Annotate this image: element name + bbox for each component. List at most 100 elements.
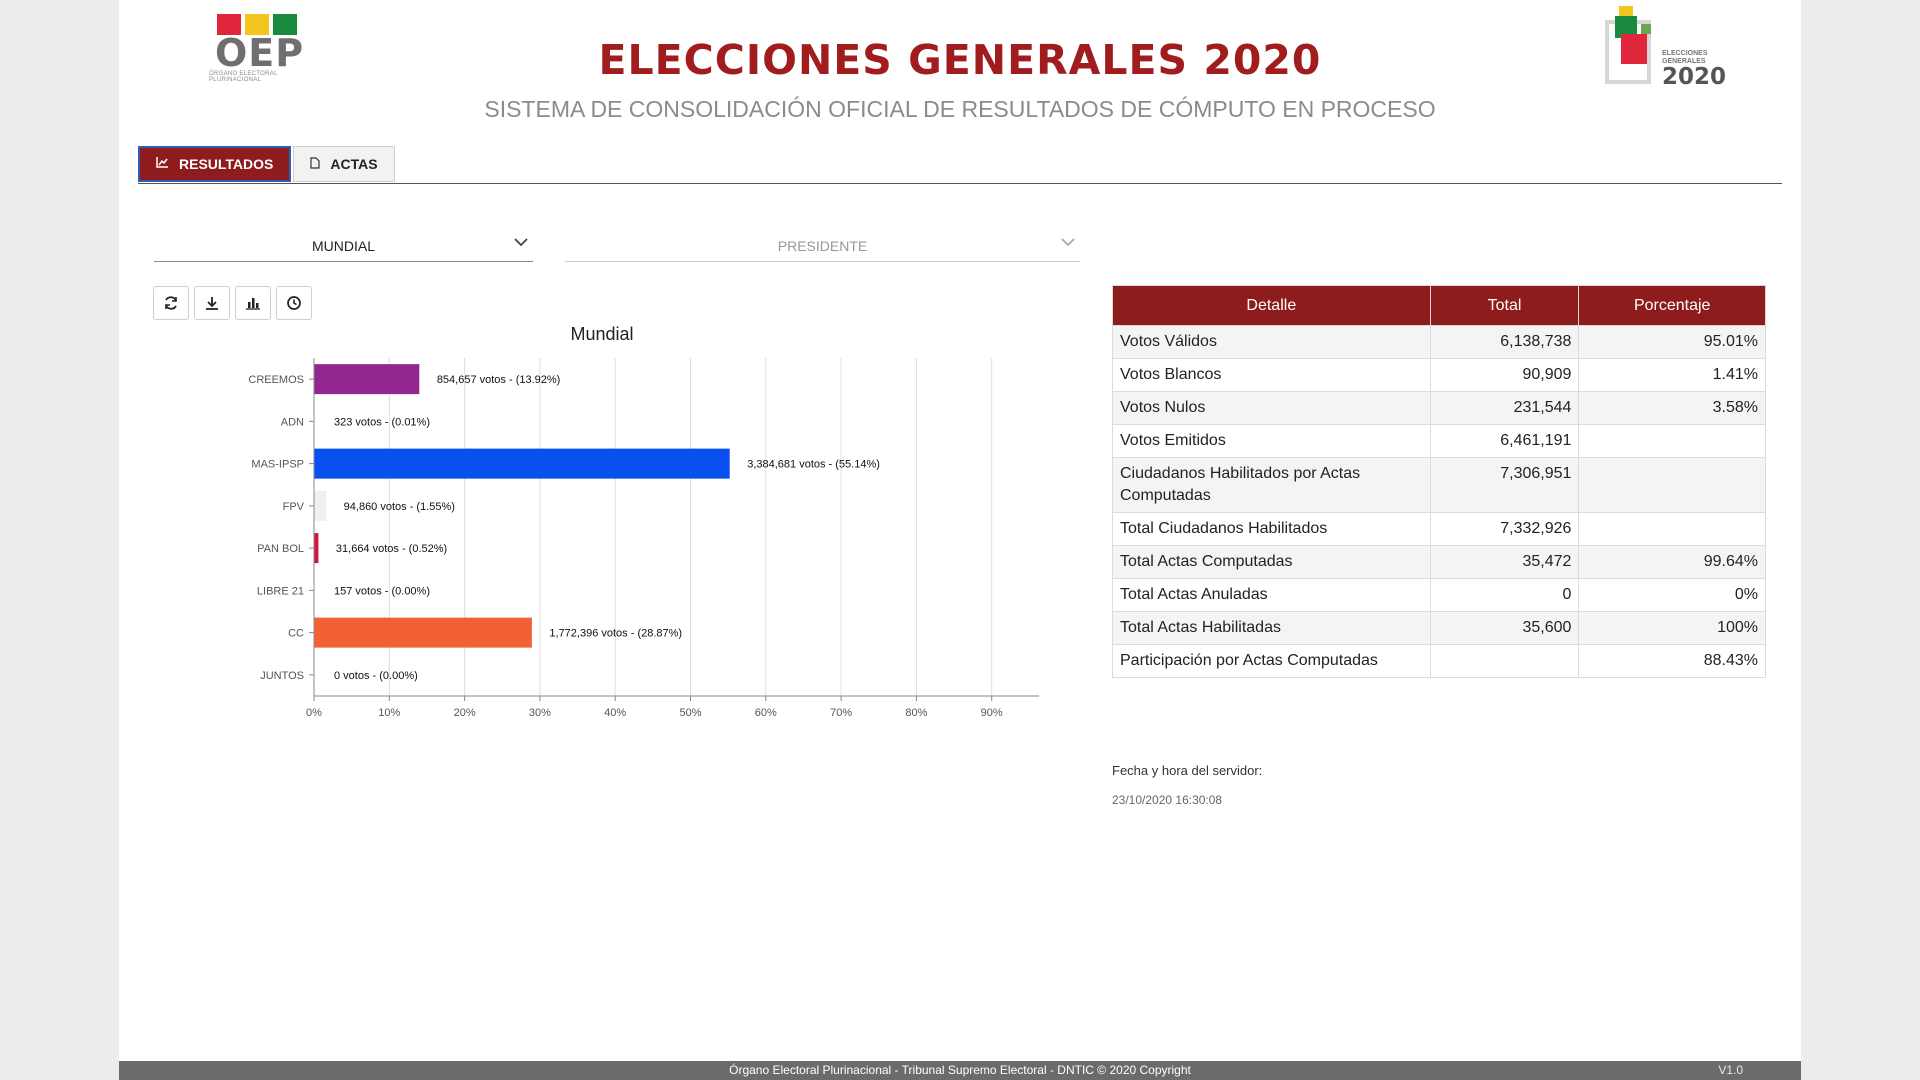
table-row: Total Ciudadanos Habilitados 7,332,926 xyxy=(1112,512,1766,546)
server-time-value: 23/10/2020 16:30:08 xyxy=(1112,793,1223,807)
chart-line-icon xyxy=(156,157,169,171)
cell-total: 7,332,926 xyxy=(1429,512,1580,546)
cell-porcentaje: 100% xyxy=(1578,611,1766,645)
cell-porcentaje xyxy=(1578,512,1766,546)
logo-label: ELECCIONES GENERALES xyxy=(1662,50,1708,65)
chart-title: Mundial xyxy=(570,324,633,344)
table-row: Votos Válidos 6,138,738 95.01% xyxy=(1112,325,1766,359)
scope-select[interactable]: MUNDIAL xyxy=(154,228,533,262)
category-label: LIBRE 21 xyxy=(257,585,304,597)
data-label: 3,384,681 votos - (55.14%) xyxy=(747,459,880,471)
x-tick-label: 50% xyxy=(679,707,701,719)
cell-total: 7,306,951 xyxy=(1429,457,1580,513)
tab-actas-label: ACTAS xyxy=(330,156,378,172)
tab-actas[interactable]: ACTAS xyxy=(293,146,395,182)
page-subtitle: SISTEMA DE CONSOLIDACIÓN OFICIAL DE RESU… xyxy=(484,96,1436,122)
header-detalle: Detalle xyxy=(1112,285,1431,326)
download-icon xyxy=(206,297,218,310)
data-label: 157 votos - (0.00%) xyxy=(334,585,430,597)
category-label: ADN xyxy=(281,416,304,428)
cell-detalle: Participación por Actas Computadas xyxy=(1112,644,1431,678)
results-table: Detalle Total Porcentaje Votos Válidos 6,… xyxy=(1112,285,1766,678)
category-label: FPV xyxy=(283,501,305,513)
data-label: 31,664 votos - (0.52%) xyxy=(336,543,447,555)
table-row: Total Actas Habilitadas 35,600 100% xyxy=(1112,611,1766,645)
data-label: 94,860 votos - (1.55%) xyxy=(344,501,455,513)
x-tick-label: 30% xyxy=(529,707,551,719)
data-label: 323 votos - (0.01%) xyxy=(334,416,430,428)
table-row: Votos Nulos 231,544 3.58% xyxy=(1112,391,1766,425)
clock-icon xyxy=(287,296,301,310)
cell-porcentaje: 88.43% xyxy=(1578,644,1766,678)
header-total: Total xyxy=(1429,285,1580,326)
category-label: PAN BOL xyxy=(257,543,304,555)
tab-resultados-label: RESULTADOS xyxy=(179,156,274,172)
cell-total xyxy=(1429,644,1580,678)
tab-bar: RESULTADOS ACTAS xyxy=(138,146,395,182)
cell-detalle: Total Ciudadanos Habilitados xyxy=(1112,512,1431,546)
footer: Órgano Electoral Plurinacional - Tribuna… xyxy=(119,1061,1801,1080)
tab-divider xyxy=(138,183,1782,184)
cell-porcentaje: 3.58% xyxy=(1578,391,1766,425)
cell-total: 6,461,191 xyxy=(1429,424,1580,458)
x-tick-label: 70% xyxy=(830,707,852,719)
footer-copyright: © 2020 Copyright xyxy=(1097,1063,1191,1077)
x-tick-label: 20% xyxy=(454,707,476,719)
logo-subtext: ÓRGANO ELECTORAL PLURINACIONAL xyxy=(209,71,278,83)
history-button[interactable] xyxy=(276,286,312,320)
cell-detalle: Votos Válidos xyxy=(1112,325,1431,359)
tab-resultados[interactable]: RESULTADOS xyxy=(138,146,292,182)
cell-porcentaje: 95.01% xyxy=(1578,325,1766,359)
bar-pan-bol[interactable] xyxy=(314,533,319,564)
x-tick-label: 10% xyxy=(378,707,400,719)
oep-logo: OEP ÓRGANO ELECTORAL PLURINACIONAL xyxy=(205,14,325,92)
refresh-button[interactable] xyxy=(153,286,189,320)
chevron-down-icon xyxy=(1060,230,1076,260)
data-label: 0 votos - (0.00%) xyxy=(334,670,418,682)
x-tick-label: 80% xyxy=(905,707,927,719)
position-select[interactable]: PRESIDENTE xyxy=(565,228,1080,262)
cell-porcentaje xyxy=(1578,424,1766,458)
cell-total: 90,909 xyxy=(1429,358,1580,392)
category-label: MAS-IPSP xyxy=(251,459,304,471)
document-icon xyxy=(310,156,320,172)
cell-detalle: Votos Emitidos xyxy=(1112,424,1431,458)
x-tick-label: 90% xyxy=(981,707,1003,719)
cell-porcentaje xyxy=(1578,457,1766,513)
scope-select-value: MUNDIAL xyxy=(311,238,375,254)
x-tick-label: 0% xyxy=(306,707,322,719)
x-tick-label: 40% xyxy=(604,707,626,719)
bar-chart-icon xyxy=(246,298,260,310)
table-row: Votos Emitidos 6,461,191 xyxy=(1112,424,1766,458)
download-button[interactable] xyxy=(194,286,230,320)
logo-text: OEP xyxy=(215,31,305,75)
page: OEP ÓRGANO ELECTORAL PLURINACIONAL ELECC… xyxy=(119,0,1801,1080)
elecciones-logo: ELECCIONES GENERALES 2020 xyxy=(1605,6,1735,90)
table-header-row: Detalle Total Porcentaje xyxy=(1112,285,1766,326)
results-chart: Mundial CREEMOS 854,657 votos - (13.92%) A… xyxy=(248,324,1039,719)
page-title: ELECCIONES GENERALES 2020 xyxy=(598,36,1322,84)
chart-toolbar xyxy=(153,286,312,320)
header-porcentaje: Porcentaje xyxy=(1578,285,1766,326)
category-label: CC xyxy=(288,628,304,640)
cell-total: 35,472 xyxy=(1429,545,1580,579)
cell-detalle: Total Actas Computadas xyxy=(1112,545,1431,579)
footer-text: Órgano Electoral Plurinacional - Tribuna… xyxy=(729,1063,1094,1077)
x-tick-label: 60% xyxy=(755,707,777,719)
cell-detalle: Ciudadanos Habilitados por Actas Computa… xyxy=(1112,457,1431,513)
bar-cc[interactable] xyxy=(314,617,532,648)
cell-total: 0 xyxy=(1429,578,1580,612)
table-row: Participación por Actas Computadas 88.43% xyxy=(1112,644,1766,678)
cell-total: 6,138,738 xyxy=(1429,325,1580,359)
bar-mas-ipsp[interactable] xyxy=(314,448,730,479)
bar-fpv[interactable] xyxy=(314,490,327,521)
chevron-down-icon xyxy=(513,230,529,260)
cell-porcentaje: 0% xyxy=(1578,578,1766,612)
table-row: Total Actas Computadas 35,472 99.64% xyxy=(1112,545,1766,579)
category-label: JUNTOS xyxy=(260,670,304,682)
cell-total: 231,544 xyxy=(1429,391,1580,425)
cell-porcentaje: 99.64% xyxy=(1578,545,1766,579)
bar-creemos[interactable] xyxy=(314,364,420,395)
chart-button[interactable] xyxy=(235,286,271,320)
logo-year: 2020 xyxy=(1662,64,1727,90)
